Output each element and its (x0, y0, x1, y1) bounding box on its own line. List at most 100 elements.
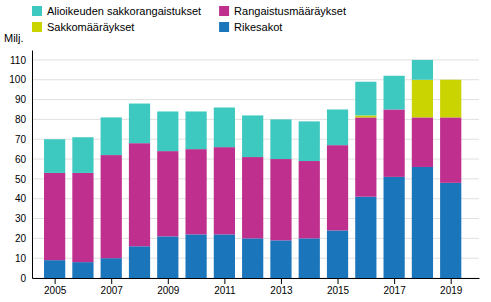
bar-segment (44, 173, 65, 260)
plot: 2005200720092011201320152017201901020304… (9, 51, 479, 297)
bar-segment (214, 107, 235, 147)
x-tick-label: 2009 (157, 285, 180, 296)
bar-segment (327, 109, 348, 145)
y-tick: 110 (10, 55, 32, 66)
x-axis: 2005 2007 2009 2011 2013 2015 2017 2019 (33, 278, 480, 296)
bar-segment (44, 139, 65, 173)
x-tick: 2017 (384, 278, 407, 296)
y-tick-label: 100 (9, 74, 26, 85)
y-tick: 60 (15, 154, 32, 165)
series (355, 80, 461, 118)
x-axis-line (33, 278, 480, 279)
bar-segment (44, 260, 65, 278)
legend-item: Rangaistusmääräykset (219, 5, 346, 17)
legend: Alioikeuden sakkorangaistukset Sakkomäärä… (32, 5, 346, 33)
bar-segment (101, 258, 122, 278)
bar-segment (157, 151, 178, 236)
y-tick-label: 20 (15, 233, 27, 244)
y-axis: 0102030405060708090100110 (9, 51, 32, 284)
x-tick: 2019 (440, 278, 463, 296)
bar-segment (355, 117, 376, 196)
y-tick-label: 0 (20, 273, 26, 284)
legend-swatch (219, 22, 229, 32)
bar-segment (157, 111, 178, 151)
bar-segment (270, 119, 291, 159)
y-tick: 50 (15, 174, 32, 185)
bar-segment (440, 117, 461, 182)
bar-segment (270, 159, 291, 240)
bar-segment (327, 145, 348, 230)
bar-segment (270, 240, 291, 278)
legend-swatch (32, 6, 42, 16)
y-tick: 0 (20, 273, 32, 284)
bar-segment (412, 167, 433, 278)
x-tick: 2015 (327, 278, 350, 296)
x-tick-label: 2015 (327, 285, 350, 296)
x-tick: 2005 (44, 278, 67, 296)
chart: 2005200720092011201320152017201901020304… (0, 0, 491, 302)
bar-segment (72, 262, 93, 278)
bar-segment (384, 76, 405, 110)
bar-segment (412, 80, 433, 118)
x-tick-mark (451, 278, 452, 284)
y-tick-label: 110 (10, 55, 26, 66)
y-tick: 100 (9, 74, 32, 85)
x-tick-label: 2017 (384, 285, 407, 296)
legend-item: Sakkomääräykset (32, 21, 134, 33)
bar-segment (355, 115, 376, 117)
bar-segment (355, 197, 376, 278)
bar-segment (129, 143, 150, 246)
legend-label: Rangaistusmääräykset (234, 5, 346, 17)
bar-segment (185, 234, 206, 278)
bar-segment (299, 121, 320, 161)
bar-segment (185, 111, 206, 149)
bar-segment (101, 117, 122, 155)
x-tick-label: 2011 (214, 285, 236, 296)
y-tick: 20 (15, 233, 32, 244)
legend-swatch (219, 6, 229, 16)
y-tick: 80 (15, 114, 32, 125)
bar-segment (129, 246, 150, 278)
x-tick-mark (111, 278, 112, 284)
series (44, 60, 433, 173)
legend-label: Rikesakot (234, 21, 282, 33)
legend-label: Alioikeuden sakkorangaistukset (47, 5, 201, 17)
x-tick-label: 2005 (44, 285, 67, 296)
bar-segment (242, 115, 263, 157)
x-tick: 2009 (157, 278, 180, 296)
y-tick-label: 90 (15, 94, 27, 105)
x-tick: 2013 (270, 278, 293, 296)
bar-segment (129, 104, 150, 144)
bar-segment (242, 157, 263, 238)
bar-segment (412, 117, 433, 167)
x-tick-mark (168, 278, 169, 284)
bar-segment (242, 238, 263, 278)
y-tick-label: 80 (15, 114, 27, 125)
legend-label: Sakkomääräykset (47, 21, 134, 33)
x-tick-mark (394, 278, 395, 284)
grid (32, 60, 479, 278)
legend-item: Rikesakot (219, 21, 282, 33)
y-tick: 90 (15, 94, 32, 105)
y-tick: 40 (15, 193, 32, 204)
x-tick-mark (55, 278, 56, 284)
bar-segment (355, 82, 376, 116)
bar-segment (299, 161, 320, 238)
bar-segment (440, 80, 461, 118)
x-tick-label: 2019 (440, 285, 463, 296)
x-tick: 2011 (214, 278, 236, 296)
y-tick: 10 (15, 253, 32, 264)
y-tick-label: 10 (15, 253, 27, 264)
y-tick-label: 70 (15, 134, 27, 145)
y-tick-label: 60 (15, 154, 27, 165)
bar-segment (214, 234, 235, 278)
x-tick-label: 2013 (270, 285, 293, 296)
bar-segment (101, 155, 122, 258)
bar-segment (412, 60, 433, 80)
bars (44, 60, 461, 278)
legend-swatch (32, 22, 42, 32)
y-label: Milj. (4, 32, 24, 44)
bar-segment (440, 183, 461, 278)
x-tick-label: 2007 (101, 285, 124, 296)
x-tick: 2007 (101, 278, 124, 296)
